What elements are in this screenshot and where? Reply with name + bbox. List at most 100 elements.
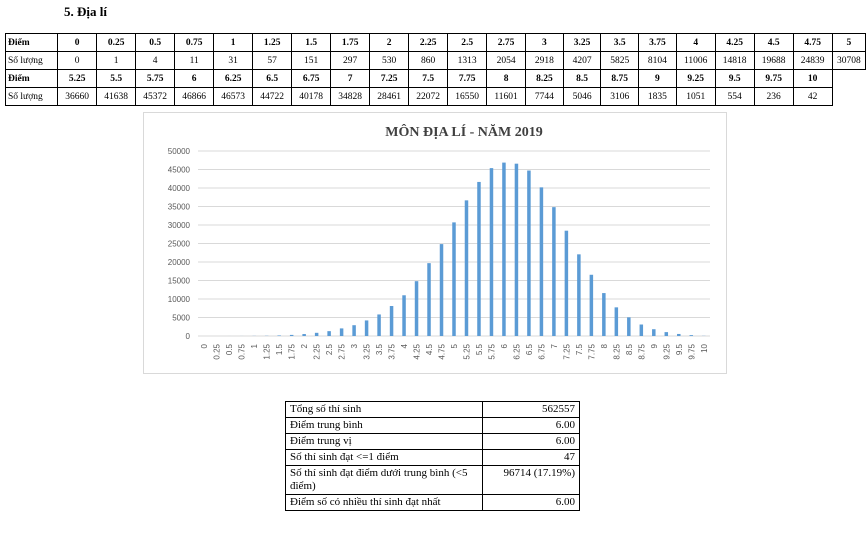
table-cell: 24839 bbox=[792, 51, 833, 70]
stat-value: 96714 (17.19%) bbox=[482, 465, 580, 495]
table-cell: 11006 bbox=[675, 51, 716, 70]
table-cell: 2054 bbox=[486, 51, 527, 70]
score-distribution-table: Điểm 0 0.25 0.5 0.75 1 1.25 1.5 1.75 2 2.25 2.5 2.75… bbox=[4, 33, 866, 106]
x-tick-label: 3.25 bbox=[363, 343, 372, 359]
table-cell: 14818 bbox=[714, 51, 755, 70]
x-tick-label: 0.5 bbox=[225, 343, 234, 355]
x-tick-label: 8.75 bbox=[637, 343, 646, 359]
table-cell: 7.25 bbox=[369, 69, 410, 88]
table-cell: 1 bbox=[96, 51, 137, 70]
y-tick-label: 5000 bbox=[172, 314, 190, 323]
x-tick-label: 9.25 bbox=[662, 343, 671, 359]
table-cell: 19688 bbox=[753, 51, 794, 70]
table-cell: 530 bbox=[369, 51, 410, 70]
x-tick-label: 8 bbox=[600, 343, 609, 348]
table-cell: 2.75 bbox=[486, 33, 527, 52]
x-tick-label: 5.5 bbox=[475, 343, 484, 355]
x-tick-label: 3 bbox=[350, 343, 359, 348]
table-cell: 34828 bbox=[330, 87, 371, 106]
table-cell: 8.75 bbox=[600, 69, 640, 88]
table-cell: 36660 bbox=[57, 87, 98, 106]
x-tick-label: 4.5 bbox=[425, 343, 434, 355]
x-tick-label: 1.25 bbox=[263, 343, 272, 359]
table-cell: 4.75 bbox=[792, 33, 833, 52]
x-tick-label: 7.75 bbox=[587, 343, 596, 359]
y-tick-label: 25000 bbox=[168, 240, 191, 249]
histogram-chart: MÔN ĐỊA LÍ - NĂM 2019 0 5000 10000 15000 2000… bbox=[143, 112, 727, 374]
score-row-2: Điểm 5.25 5.5 5.75 6 6.25 6.5 6.75 7 7.25 7.5 7.75 8… bbox=[4, 69, 866, 88]
table-cell: 46866 bbox=[174, 87, 215, 106]
stats-row: Điểm trung bình 6.00 bbox=[285, 417, 580, 434]
table-cell: 5.25 bbox=[57, 69, 98, 88]
histogram-svg: MÔN ĐỊA LÍ - NĂM 2019 0 5000 10000 15000 2000… bbox=[168, 123, 710, 360]
stat-value: 6.00 bbox=[482, 494, 580, 511]
y-tick-label: 0 bbox=[186, 332, 191, 341]
x-tick-label: 5.25 bbox=[462, 343, 471, 359]
empty-cell bbox=[832, 70, 865, 88]
bar bbox=[502, 162, 506, 336]
table-cell: 1835 bbox=[638, 87, 677, 106]
table-cell: 11 bbox=[174, 51, 215, 70]
table-cell: 10 bbox=[792, 69, 833, 88]
x-tick-label: 3.5 bbox=[375, 343, 384, 355]
y-tick-label: 20000 bbox=[168, 258, 191, 267]
table-cell: 45372 bbox=[135, 87, 176, 106]
table-cell: 3.25 bbox=[562, 33, 602, 52]
table-cell: 4207 bbox=[562, 51, 602, 70]
x-tick-label: 0.75 bbox=[238, 343, 247, 359]
table-cell: 41638 bbox=[96, 87, 137, 106]
bar bbox=[402, 295, 406, 336]
section-heading: 5. Địa lí bbox=[64, 4, 107, 19]
table-cell: 40178 bbox=[291, 87, 332, 106]
row-label: Số lượng bbox=[4, 87, 59, 106]
table-cell: 5.75 bbox=[135, 69, 176, 88]
table-cell: 0.25 bbox=[96, 33, 137, 52]
table-cell: 2 bbox=[369, 33, 410, 52]
table-cell: 9.25 bbox=[675, 69, 716, 88]
count-row-1: Số lượng 0 1 4 11 31 57 151 297 530 860 1313 2054 291… bbox=[4, 51, 866, 70]
bar bbox=[364, 320, 369, 336]
x-tick-label: 5.75 bbox=[487, 343, 496, 359]
bar bbox=[564, 230, 569, 336]
bar bbox=[489, 168, 494, 336]
table-cell: 8104 bbox=[638, 51, 677, 70]
stat-value: 562557 bbox=[482, 401, 580, 418]
stat-value: 6.00 bbox=[482, 417, 580, 434]
table-cell: 5.5 bbox=[96, 69, 137, 88]
table-cell: 1313 bbox=[447, 51, 488, 70]
x-tick-label: 2.75 bbox=[338, 343, 347, 359]
table-cell: 5825 bbox=[600, 51, 640, 70]
x-tick-label: 1.75 bbox=[288, 343, 297, 359]
bar bbox=[514, 163, 519, 336]
table-cell: 5046 bbox=[562, 87, 602, 106]
bar bbox=[414, 281, 419, 336]
table-cell: 1.5 bbox=[291, 33, 332, 52]
stat-value: 47 bbox=[482, 449, 580, 466]
table-cell: 8 bbox=[486, 69, 527, 88]
table-cell: 554 bbox=[714, 87, 755, 106]
stats-row: Điểm trung vị 6.00 bbox=[285, 433, 580, 450]
x-tick-label: 1.5 bbox=[275, 343, 284, 355]
chart-title: MÔN ĐỊA LÍ - NĂM 2019 bbox=[385, 123, 543, 140]
table-cell: 8.5 bbox=[562, 69, 602, 88]
bar bbox=[327, 331, 331, 336]
stat-label: Số thí sinh đạt <=1 điểm bbox=[285, 449, 483, 466]
bar bbox=[689, 335, 694, 336]
x-tick-label: 9 bbox=[650, 343, 659, 348]
table-cell: 6.75 bbox=[291, 69, 332, 88]
table-cell: 22072 bbox=[408, 87, 449, 106]
table-cell: 4 bbox=[675, 33, 716, 52]
table-cell: 1.75 bbox=[330, 33, 371, 52]
table-cell: 4.5 bbox=[753, 33, 794, 52]
table-cell: 8.25 bbox=[525, 69, 564, 88]
y-tick-label: 45000 bbox=[168, 166, 191, 175]
table-cell: 31 bbox=[213, 51, 254, 70]
x-tick-label: 7.5 bbox=[575, 343, 584, 355]
table-cell: 3.75 bbox=[638, 33, 677, 52]
table-cell: 1.25 bbox=[252, 33, 293, 52]
table-cell: 6.25 bbox=[213, 69, 254, 88]
bar bbox=[627, 317, 631, 336]
bar bbox=[452, 222, 456, 336]
table-cell: 4 bbox=[135, 51, 176, 70]
table-cell: 6.5 bbox=[252, 69, 293, 88]
